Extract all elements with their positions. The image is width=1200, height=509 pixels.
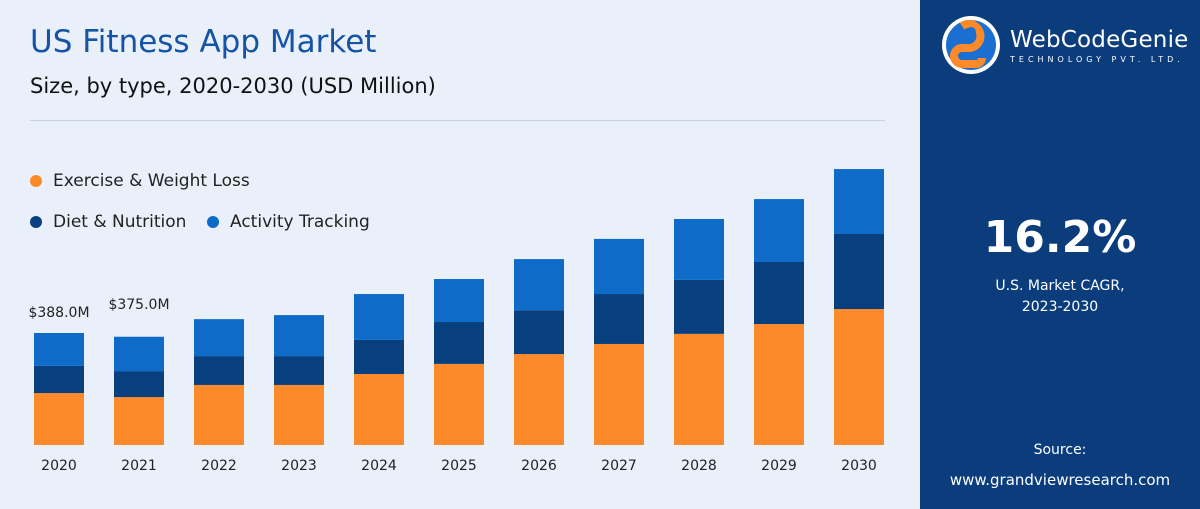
bar-segment-2026-0 [514,354,564,445]
chart-title: US Fitness App Market [30,24,377,60]
legend-item-exercise: Exercise & Weight Loss [30,171,250,191]
bar-segment-2028-0 [674,333,724,445]
bar-segment-2025-2 [434,279,484,323]
bar-segment-2027-1 [594,294,644,344]
bar-segment-2024-1 [354,339,404,374]
data-label: $388.0M [28,305,89,321]
source-link[interactable]: www.grandviewresearch.com [949,471,1171,489]
bar-segment-2030-1 [834,233,884,310]
x-tick-label: 2026 [521,458,557,474]
brand-name: WebCodeGenie [1010,26,1189,53]
legend-label: Diet & Nutrition [53,212,187,232]
bar-segment-2028-2 [674,218,724,280]
x-tick-label: 2020 [41,458,77,474]
bar-segment-2024-0 [354,373,404,445]
bar-segment-2021-2 [114,336,164,372]
x-tick-label: 2028 [681,458,717,474]
bar-segment-2020-1 [34,365,84,394]
cagr-value: 16.2% [983,212,1137,263]
x-tick-label: 2023 [281,458,317,474]
bar-segment-2026-1 [514,310,564,355]
bar-segment-2021-0 [114,397,164,445]
bar-segment-2023-0 [274,384,324,445]
bar-segment-2025-1 [434,322,484,364]
chart-subtitle: Size, by type, 2020-2030 (USD Million) [30,74,436,98]
bar-segment-2026-2 [514,259,564,311]
x-tick-label: 2027 [601,458,637,474]
legend-swatch-activity [207,216,219,228]
data-label: $375.0M [108,297,169,313]
cagr-label-line2: 2023-2030 [1021,299,1099,315]
x-tick-label: 2022 [201,458,237,474]
x-tick-label: 2025 [441,458,477,474]
brand-tagline: TECHNOLOGY PVT. LTD. [1010,54,1184,64]
x-tick-label: 2029 [761,458,797,474]
bar-segment-2025-0 [434,363,484,445]
legend-label: Activity Tracking [230,212,370,232]
genie-logo-icon [942,16,1000,74]
side-panel: WebCodeGenie TECHNOLOGY PVT. LTD. 16.2% … [920,0,1200,509]
legend-item-diet: Diet & Nutrition [30,212,186,232]
bar-segment-2021-1 [114,371,164,398]
bar-segment-2020-2 [34,333,84,366]
bar-segment-2027-2 [594,238,644,295]
bar-segment-2022-1 [194,356,244,385]
cagr-label: U.S. Market CAGR, 2023-2030 [920,276,1200,318]
x-tick-label: 2024 [361,458,397,474]
x-tick-label: 2030 [841,458,877,474]
bar-segment-2029-0 [754,324,804,445]
legend-label: Exercise & Weight Loss [53,171,250,191]
bar-segment-2022-2 [194,319,244,357]
cagr-label-line1: U.S. Market CAGR, [995,278,1125,294]
bar-segment-2022-0 [194,384,244,445]
bar-segment-2030-0 [834,309,884,445]
legend-item-activity: Activity Tracking [207,212,370,232]
divider [30,120,885,121]
bar-segment-2023-1 [274,356,324,385]
x-tick-label: 2021 [121,458,157,474]
bar-segment-2027-0 [594,343,644,445]
bar-segment-2029-1 [754,261,804,325]
legend-swatch-exercise [30,175,42,187]
bar-segment-2029-2 [754,199,804,262]
bar-segment-2023-2 [274,315,324,357]
source-label: Source: [1033,442,1087,458]
bar-segment-2030-2 [834,169,884,234]
bar-segment-2028-1 [674,279,724,334]
brand-logo: WebCodeGenie TECHNOLOGY PVT. LTD. [940,14,1189,76]
stacked-bar-chart: 2020 $388.0M 2021 $375.0M 2022 2023 2024 2025 20… [28,169,884,474]
bar-segment-2024-2 [354,294,404,340]
bar-segment-2020-0 [34,393,84,445]
legend-swatch-diet [30,216,42,228]
